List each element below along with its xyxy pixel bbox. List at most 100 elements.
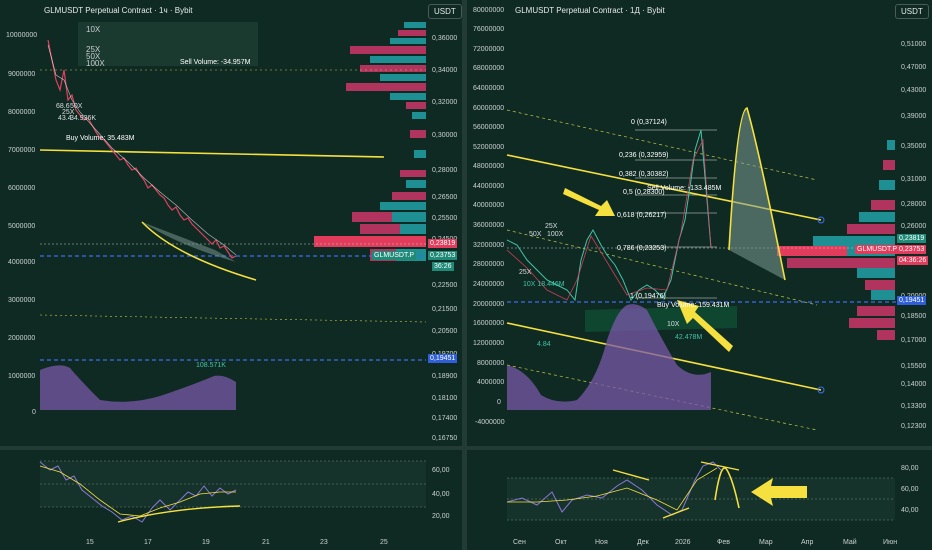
left-price-tag-blue: 0,19451 bbox=[428, 354, 458, 363]
svg-text:0,39000: 0,39000 bbox=[901, 113, 926, 120]
svg-text:Май: Май bbox=[843, 538, 857, 546]
svg-text:Апр: Апр bbox=[801, 539, 813, 546]
svg-text:0,43000: 0,43000 bbox=[901, 87, 926, 94]
svg-text:25X: 25X bbox=[519, 269, 532, 276]
svg-text:0,17400: 0,17400 bbox=[432, 415, 457, 422]
svg-text:10X: 10X bbox=[667, 321, 680, 328]
svg-text:0: 0 bbox=[32, 409, 36, 416]
osc-axis-right: 80,00 60,00 40,00 bbox=[901, 465, 919, 514]
svg-text:0: 0 bbox=[497, 399, 501, 406]
svg-text:0,31000: 0,31000 bbox=[901, 176, 926, 183]
svg-text:19: 19 bbox=[202, 539, 210, 546]
right-sell-volume: Sell Volume: -133.485M bbox=[647, 185, 721, 192]
svg-text:15: 15 bbox=[86, 539, 94, 546]
svg-text:0,28000: 0,28000 bbox=[432, 167, 457, 174]
osc-axis-left: 60,00 40,00 20,00 bbox=[432, 467, 450, 520]
trendline-yellow bbox=[39, 149, 385, 158]
svg-text:0,15500: 0,15500 bbox=[901, 363, 926, 370]
svg-text:0,20500: 0,20500 bbox=[432, 328, 457, 335]
svg-text:40000000: 40000000 bbox=[473, 202, 504, 209]
panel-divider[interactable] bbox=[462, 0, 467, 550]
svg-text:2026: 2026 bbox=[675, 539, 691, 546]
time-axis-right: Сен Окт Ноя Дек 2026 Фев Мар Апр Май Июн bbox=[513, 538, 897, 546]
price-line-right bbox=[506, 129, 712, 302]
svg-text:0,5 (0,28300): 0,5 (0,28300) bbox=[623, 189, 665, 196]
svg-text:0,18100: 0,18100 bbox=[432, 395, 457, 402]
svg-text:60,00: 60,00 bbox=[432, 467, 450, 474]
heatmap-block-left bbox=[78, 22, 258, 66]
svg-text:34.936K: 34.936K bbox=[70, 115, 96, 122]
svg-text:50X: 50X bbox=[529, 231, 542, 238]
svg-text:7000000: 7000000 bbox=[8, 147, 35, 154]
sell-volume-label: Sell Volume: -34.957M bbox=[180, 59, 251, 66]
svg-text:0,18500: 0,18500 bbox=[901, 313, 926, 320]
svg-text:21: 21 bbox=[262, 539, 270, 546]
svg-text:0,618 (0,26217): 0,618 (0,26217) bbox=[617, 212, 666, 219]
svg-text:0,22500: 0,22500 bbox=[432, 282, 457, 289]
svg-text:76000000: 76000000 bbox=[473, 26, 504, 33]
svg-text:40,00: 40,00 bbox=[901, 507, 919, 514]
right-currency-button[interactable]: USDT bbox=[895, 4, 929, 19]
svg-text:80000000: 80000000 bbox=[473, 7, 504, 14]
svg-text:36000000: 36000000 bbox=[473, 222, 504, 229]
svg-text:Дек: Дек bbox=[637, 539, 650, 546]
volume-histogram-left bbox=[40, 365, 236, 410]
svg-text:0,25500: 0,25500 bbox=[432, 215, 457, 222]
svg-text:0,16750: 0,16750 bbox=[432, 435, 457, 442]
svg-text:0 (0,37124): 0 (0,37124) bbox=[631, 119, 667, 126]
volume-profile-right bbox=[777, 140, 895, 340]
svg-text:64000000: 64000000 bbox=[473, 85, 504, 92]
svg-text:12000000: 12000000 bbox=[473, 340, 504, 347]
svg-text:25X: 25X bbox=[62, 109, 75, 116]
svg-text:Мар: Мар bbox=[759, 539, 773, 546]
leverage-10x: 10X bbox=[86, 25, 101, 34]
svg-text:24000000: 24000000 bbox=[473, 281, 504, 288]
dashed-line-yellow-bottom bbox=[39, 314, 427, 323]
volume-axis-left: 10000000 9000000 8000000 7000000 6000000… bbox=[6, 32, 37, 416]
svg-text:1000000: 1000000 bbox=[8, 373, 35, 380]
svg-text:32000000: 32000000 bbox=[473, 242, 504, 249]
svg-text:0,786 (0,23253): 0,786 (0,23253) bbox=[617, 245, 666, 252]
left-price-tag-red: 0,23819 bbox=[428, 239, 458, 248]
left-currency-button[interactable]: USDT bbox=[428, 4, 462, 19]
svg-text:20,00: 20,00 bbox=[432, 513, 450, 520]
left-chart-title: GLMUSDT Perpetual Contract · 1ч · Bybit bbox=[44, 6, 193, 15]
svg-text:4000000: 4000000 bbox=[477, 379, 504, 386]
svg-text:0,14000: 0,14000 bbox=[901, 381, 926, 388]
volume-histogram-right bbox=[507, 304, 711, 410]
chart-panel-left[interactable]: 10000000 9000000 8000000 7000000 6000000… bbox=[0, 0, 462, 550]
svg-text:8000000: 8000000 bbox=[477, 360, 504, 367]
svg-text:Фев: Фев bbox=[717, 539, 730, 546]
left-countdown-tag: 36:26 bbox=[432, 262, 454, 271]
svg-text:6000000: 6000000 bbox=[8, 185, 35, 192]
svg-text:28000000: 28000000 bbox=[473, 261, 504, 268]
leverage-25x: 25X bbox=[86, 45, 101, 54]
svg-text:0,34000: 0,34000 bbox=[432, 67, 457, 74]
right-countdown-tag: 04:36:26 bbox=[897, 256, 929, 265]
svg-text:0,18900: 0,18900 bbox=[432, 373, 457, 380]
svg-text:0,236 (0,32959): 0,236 (0,32959) bbox=[619, 152, 668, 159]
svg-text:80,00: 80,00 bbox=[901, 465, 919, 472]
svg-text:9000000: 9000000 bbox=[8, 71, 35, 78]
svg-text:17: 17 bbox=[144, 539, 152, 546]
svg-text:43.4: 43.4 bbox=[58, 115, 72, 122]
right-price-tag-blue: 0,19451 bbox=[897, 296, 927, 305]
svg-text:0,13300: 0,13300 bbox=[901, 403, 926, 410]
chart-panel-right[interactable]: 80000000 76000000 72000000 68000000 6400… bbox=[467, 0, 932, 550]
svg-text:0,30000: 0,30000 bbox=[432, 132, 457, 139]
arrow-upper bbox=[563, 188, 615, 216]
svg-text:25X: 25X bbox=[545, 223, 558, 230]
svg-text:Июн: Июн bbox=[883, 539, 897, 546]
left-chart-canvas[interactable]: 10000000 9000000 8000000 7000000 6000000… bbox=[0, 0, 462, 550]
svg-text:0,12300: 0,12300 bbox=[901, 423, 926, 430]
right-chart-canvas[interactable]: 80000000 76000000 72000000 68000000 6400… bbox=[467, 0, 932, 550]
wedge-shape-left bbox=[142, 222, 236, 262]
svg-text:0,28000: 0,28000 bbox=[901, 201, 926, 208]
svg-text:8000000: 8000000 bbox=[8, 109, 35, 116]
svg-text:2000000: 2000000 bbox=[8, 335, 35, 342]
rsi-line-left bbox=[39, 461, 237, 523]
svg-text:-4000000: -4000000 bbox=[475, 419, 505, 426]
arrow-oscillator bbox=[751, 478, 807, 506]
svg-text:20000000: 20000000 bbox=[473, 301, 504, 308]
